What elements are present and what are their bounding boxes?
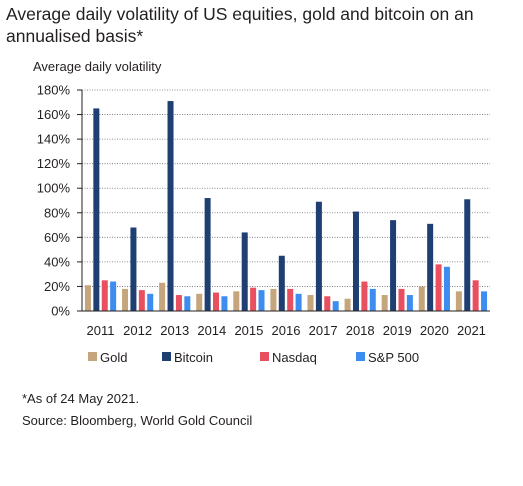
y-tick-label: 40%: [44, 254, 70, 269]
y-axis-label: Average daily volatility: [33, 59, 162, 74]
bar-bitcoin-2013: [167, 101, 174, 311]
bar-s-p-500-2014: [221, 296, 228, 311]
bar-s-p-500-2020: [443, 266, 450, 311]
bar-gold-2012: [122, 288, 129, 311]
bar-nasdaq-2016: [287, 288, 294, 311]
bar-s-p-500-2016: [295, 293, 302, 311]
bar-nasdaq-2021: [472, 280, 479, 311]
y-tick-label: 180%: [37, 83, 71, 98]
bar-bitcoin-2015: [241, 232, 248, 311]
bar-bitcoin-2011: [93, 108, 100, 312]
x-tick-label: 2020: [420, 323, 449, 338]
y-tick-label: 120%: [37, 156, 71, 171]
bar-bitcoin-2014: [204, 198, 211, 311]
x-tick-label: 2015: [234, 323, 263, 338]
bar-bitcoin-2021: [464, 199, 471, 311]
x-tick-label: 2013: [160, 323, 189, 338]
y-tick-label: 80%: [44, 205, 70, 220]
bar-s-p-500-2017: [332, 301, 339, 311]
bar-s-p-500-2015: [258, 290, 265, 311]
bar-gold-2015: [233, 291, 240, 311]
legend-swatch-gold: [88, 352, 97, 361]
footnote: *As of 24 May 2021.: [22, 391, 140, 406]
bar-nasdaq-2017: [324, 296, 331, 311]
bar-nasdaq-2015: [250, 287, 257, 311]
bar-nasdaq-2011: [101, 280, 108, 311]
bar-bitcoin-2017: [315, 201, 322, 311]
x-tick-label: 2012: [123, 323, 152, 338]
legend-swatch-s-p-500: [356, 352, 365, 361]
bar-gold-2020: [418, 286, 425, 311]
bar-s-p-500-2013: [184, 296, 191, 311]
x-tick-label: 2016: [272, 323, 301, 338]
bar-nasdaq-2014: [213, 292, 220, 311]
legend-label: Nasdaq: [272, 350, 317, 365]
x-tick-label: 2018: [346, 323, 375, 338]
bar-s-p-500-2019: [406, 295, 413, 311]
bar-bitcoin-2012: [130, 227, 137, 311]
legend-label: Gold: [100, 350, 127, 365]
legend-label: Bitcoin: [174, 350, 213, 365]
legend-label: S&P 500: [368, 350, 419, 365]
x-tick-label: 2019: [383, 323, 412, 338]
x-tick-label: 2021: [457, 323, 486, 338]
bar-bitcoin-2020: [427, 223, 434, 311]
bar-gold-2019: [381, 295, 388, 311]
bar-nasdaq-2019: [398, 288, 405, 311]
x-tick-label: 2017: [309, 323, 338, 338]
legend-swatch-nasdaq: [260, 352, 269, 361]
bar-gold-2011: [84, 285, 91, 311]
bar-gold-2014: [196, 293, 203, 311]
bar-bitcoin-2019: [390, 220, 397, 311]
x-tick-label: 2011: [87, 323, 115, 338]
bar-s-p-500-2018: [369, 288, 376, 311]
bar-gold-2013: [159, 282, 166, 311]
y-tick-label: 20%: [44, 279, 70, 294]
chart-title: Average daily volatility of US equities,…: [6, 4, 474, 46]
bar-nasdaq-2020: [435, 264, 442, 311]
y-tick-label: 160%: [37, 107, 71, 122]
y-tick-label: 60%: [44, 230, 70, 245]
bar-s-p-500-2011: [110, 281, 117, 311]
y-tick-label: 140%: [37, 132, 71, 147]
bar-s-p-500-2012: [147, 293, 154, 311]
bar-nasdaq-2012: [138, 290, 145, 311]
bar-gold-2021: [455, 291, 462, 311]
bar-s-p-500-2021: [481, 291, 488, 311]
bar-gold-2016: [270, 288, 277, 311]
bar-bitcoin-2016: [278, 255, 285, 311]
bar-gold-2018: [344, 298, 351, 311]
bar-bitcoin-2018: [352, 211, 359, 311]
source-note: Source: Bloomberg, World Gold Council: [22, 413, 253, 428]
bar-gold-2017: [307, 295, 314, 311]
bar-nasdaq-2013: [175, 295, 182, 311]
y-tick-label: 0%: [51, 304, 70, 319]
x-tick-label: 2014: [197, 323, 226, 338]
bar-nasdaq-2018: [361, 281, 368, 311]
bar-chart: 0% 20% 40% 60% 80% 100% 120% 140% 160% 180% 2011 20…: [37, 83, 490, 365]
y-tick-label: 100%: [37, 181, 71, 196]
legend-swatch-bitcoin: [162, 352, 171, 361]
